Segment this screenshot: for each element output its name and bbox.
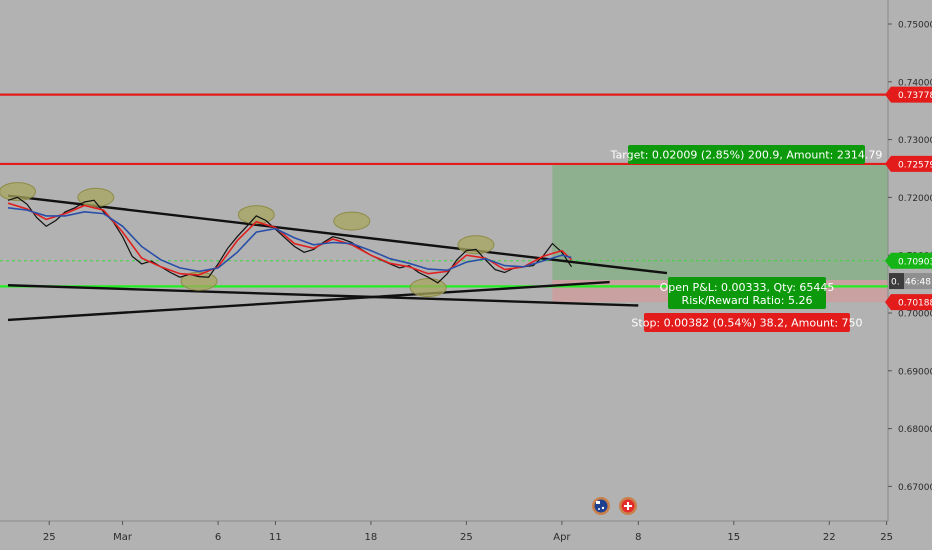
price-axis[interactable]: 0.750000.740000.730000.720000.710000.700… [885, 0, 932, 550]
switzerland-flag-icon[interactable] [619, 497, 637, 515]
time-tick-label-5: 25 [460, 532, 473, 543]
price-tick-label-3: 0.72000 [898, 194, 932, 204]
price-badge-0-text: 0.73778 [898, 91, 932, 101]
entry-price-badge-right [904, 273, 932, 290]
stop-label-bg [644, 313, 850, 332]
time-tick-label-10: 25 [880, 532, 893, 543]
pnl-label-line1: Open P&L: 0.00333, Qty: 65445 [660, 281, 835, 294]
price-tick-label-7: 0.68000 [898, 425, 932, 435]
time-tick-label-1: Mar [113, 532, 133, 543]
price-tick-label-1: 0.74000 [898, 78, 932, 88]
price-tick-label-5: 0.70000 [898, 310, 932, 320]
price-badge-2-bg [885, 252, 932, 269]
time-tick-label-6: Apr [553, 532, 571, 543]
time-tick-label-2: 6 [215, 532, 221, 543]
price-series [7, 196, 573, 284]
price-badge-0[interactable]: 0.73778 [885, 86, 932, 103]
entry-price-badge[interactable]: 0. 46:48 [889, 273, 932, 290]
price-badge-3[interactable]: 0.70188 [885, 294, 932, 311]
price-badge-3-text: 0.70188 [898, 299, 932, 309]
time-axis[interactable]: 25 Mar 6 11 18 25 Apr 8 15 22 25 [0, 520, 932, 550]
position-target-zone[interactable] [552, 163, 888, 281]
pnl-label: Open P&L: 0.00333, Qty: 65445Risk/Reward… [660, 277, 835, 309]
price-badge-2-text: 0.70903 [898, 257, 932, 267]
price-badge-2[interactable]: 0.70903 [885, 252, 932, 269]
highlight-ellipse-6[interactable] [457, 235, 495, 255]
time-tick-label-7: 8 [635, 532, 641, 543]
economic-events[interactable] [592, 497, 637, 515]
target-label: Target: 0.02009 (2.85%) 200.9, Amount: 2… [610, 145, 883, 164]
price-badge-1[interactable]: 0.72579 [885, 155, 932, 172]
pnl-label-line2: Risk/Reward Ratio: 5.26 [682, 294, 813, 307]
entry-price-badge-time: 46:48 [905, 278, 931, 288]
price-tick-label-6: 0.69000 [898, 367, 932, 377]
time-tick-label-9: 22 [823, 532, 836, 543]
price-tick-label-2: 0.73000 [898, 136, 932, 146]
trendline-0[interactable] [7, 194, 668, 275]
highlight-ellipse-0[interactable] [0, 182, 37, 202]
highlight-ellipse-1[interactable] [77, 187, 115, 207]
time-tick-label-3: 11 [269, 532, 282, 543]
highlight-ellipse-4[interactable] [333, 211, 371, 231]
price-tick-label-0: 0.75000 [898, 21, 932, 31]
time-tick-label-8: 15 [727, 532, 740, 543]
price-badge-0-bg [885, 86, 932, 103]
target-label-text: Target: 0.02009 (2.85%) 200.9, Amount: 2… [610, 149, 883, 162]
trendline-2[interactable] [7, 280, 610, 322]
time-tick-label-0: 25 [43, 532, 56, 543]
moving-average-line-2 [7, 207, 572, 273]
target-label-bg [628, 145, 865, 164]
highlight-ellipse-3[interactable] [237, 205, 275, 225]
price-badge-1-bg [885, 155, 932, 172]
highlight-ellipse-5[interactable] [409, 278, 447, 298]
time-axis-background [0, 521, 932, 550]
stop-label-text: Stop: 0.00382 (0.54%) 38.2, Amount: 750 [631, 317, 862, 330]
price-badge-3-bg [885, 294, 932, 311]
position-labels: Target: 0.02009 (2.85%) 200.9, Amount: 2… [610, 145, 883, 332]
entry-price-badge-left [889, 273, 904, 290]
stop-label: Stop: 0.00382 (0.54%) 38.2, Amount: 750 [631, 313, 863, 332]
price-tick-label-8: 0.67000 [898, 483, 932, 493]
australia-flag-icon[interactable] [592, 497, 610, 515]
time-tick-label-4: 18 [365, 532, 378, 543]
pnl-label-bg [668, 277, 826, 309]
trendlines[interactable] [7, 194, 668, 322]
entry-price-badge-text: 0. [891, 278, 900, 288]
trendline-1[interactable] [7, 284, 639, 307]
price-badge-1-text: 0.72579 [898, 160, 932, 170]
